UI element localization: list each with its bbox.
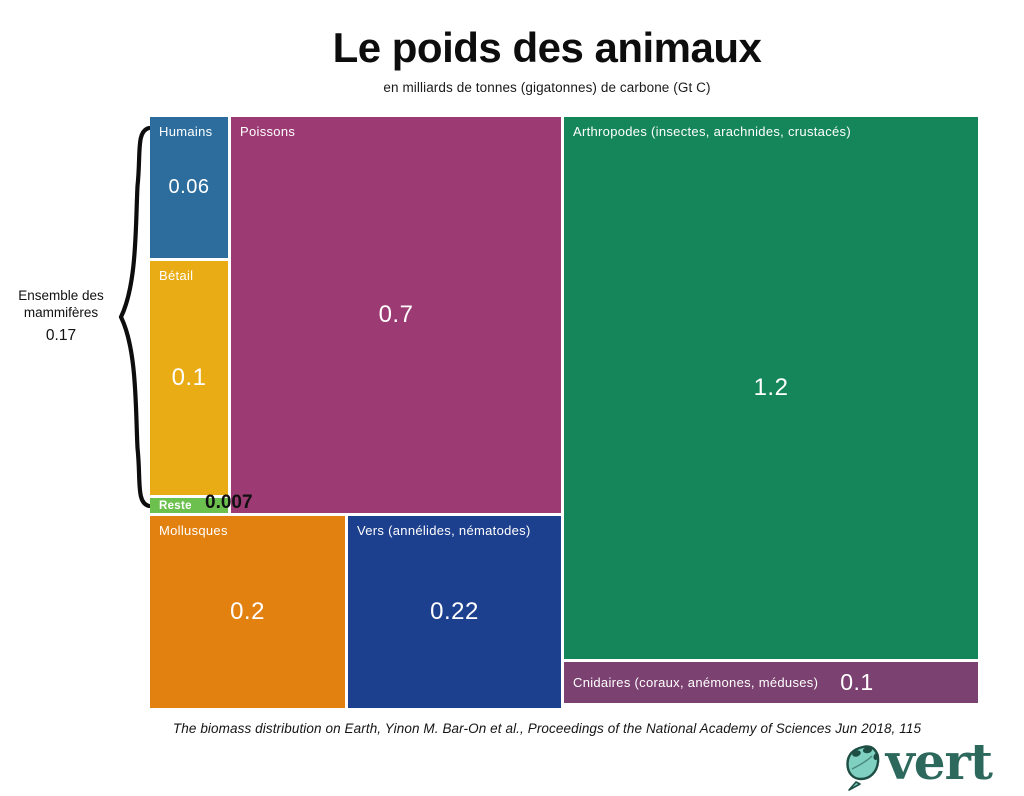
cell-label-arthropodes: Arthropodes (insectes, arachnides, crust… (573, 124, 851, 139)
cell-label-poissons: Poissons (240, 124, 296, 139)
leaf-icon (845, 745, 879, 791)
cell-value-humains: 0.06 (168, 176, 210, 198)
cell-label-cnidaires: Cnidaires (coraux, anémones, méduses) (573, 675, 819, 690)
cell-value-betail: 0.1 (171, 364, 207, 391)
treemap: Humains 0.06 Bétail 0.1 Reste 0.007 Pois… (150, 117, 978, 708)
cell-label-mollusques: Mollusques (159, 523, 228, 538)
treemap-cell-humains: Humains 0.06 (150, 117, 228, 258)
group-annotation-label-line1: Ensemble des (18, 288, 104, 303)
cell-value-mollusques: 0.2 (230, 598, 265, 625)
logo-text: vert (885, 732, 993, 791)
treemap-cell-arthropodes: Arthropodes (insectes, arachnides, crust… (564, 117, 978, 659)
curly-brace (118, 125, 152, 509)
cell-value-arthropodes: 1.2 (753, 374, 789, 401)
cell-value-reste: 0.007 (205, 492, 253, 513)
page-title: Le poids des animaux (332, 24, 762, 71)
header: Le poids des animaux en milliards de ton… (70, 24, 1024, 95)
group-annotation-label-line2: mammifères (23, 305, 99, 320)
treemap-cell-betail: Bétail 0.1 (150, 261, 228, 495)
group-annotation-value: 0.17 (45, 327, 77, 344)
vert-logo: vert (842, 732, 993, 792)
cell-value-vers: 0.22 (430, 598, 479, 625)
cell-label-vers: Vers (annélides, nématodes) (357, 523, 531, 538)
page-subtitle: en milliards de tonnes (gigatonnes) de c… (383, 80, 711, 95)
treemap-cell-poissons: Poissons 0.7 (231, 117, 561, 513)
cell-label-reste: Reste (159, 499, 192, 512)
cell-value-poissons: 0.7 (378, 301, 414, 328)
source-citation: The biomass distribution on Earth, Yinon… (172, 721, 922, 736)
treemap-cell-cnidaires: Cnidaires (coraux, anémones, méduses) 0.… (564, 662, 978, 703)
cell-label-humains: Humains (159, 124, 213, 139)
cell-value-cnidaires: 0.1 (840, 669, 874, 695)
treemap-cell-reste: Reste (150, 498, 228, 513)
treemap-cell-mollusques: Mollusques 0.2 (150, 516, 345, 708)
cell-label-betail: Bétail (159, 268, 194, 283)
treemap-cell-vers: Vers (annélides, nématodes) 0.22 (348, 516, 561, 708)
group-annotation-mammals: Ensemble des mammifères 0.17 (2, 287, 120, 345)
